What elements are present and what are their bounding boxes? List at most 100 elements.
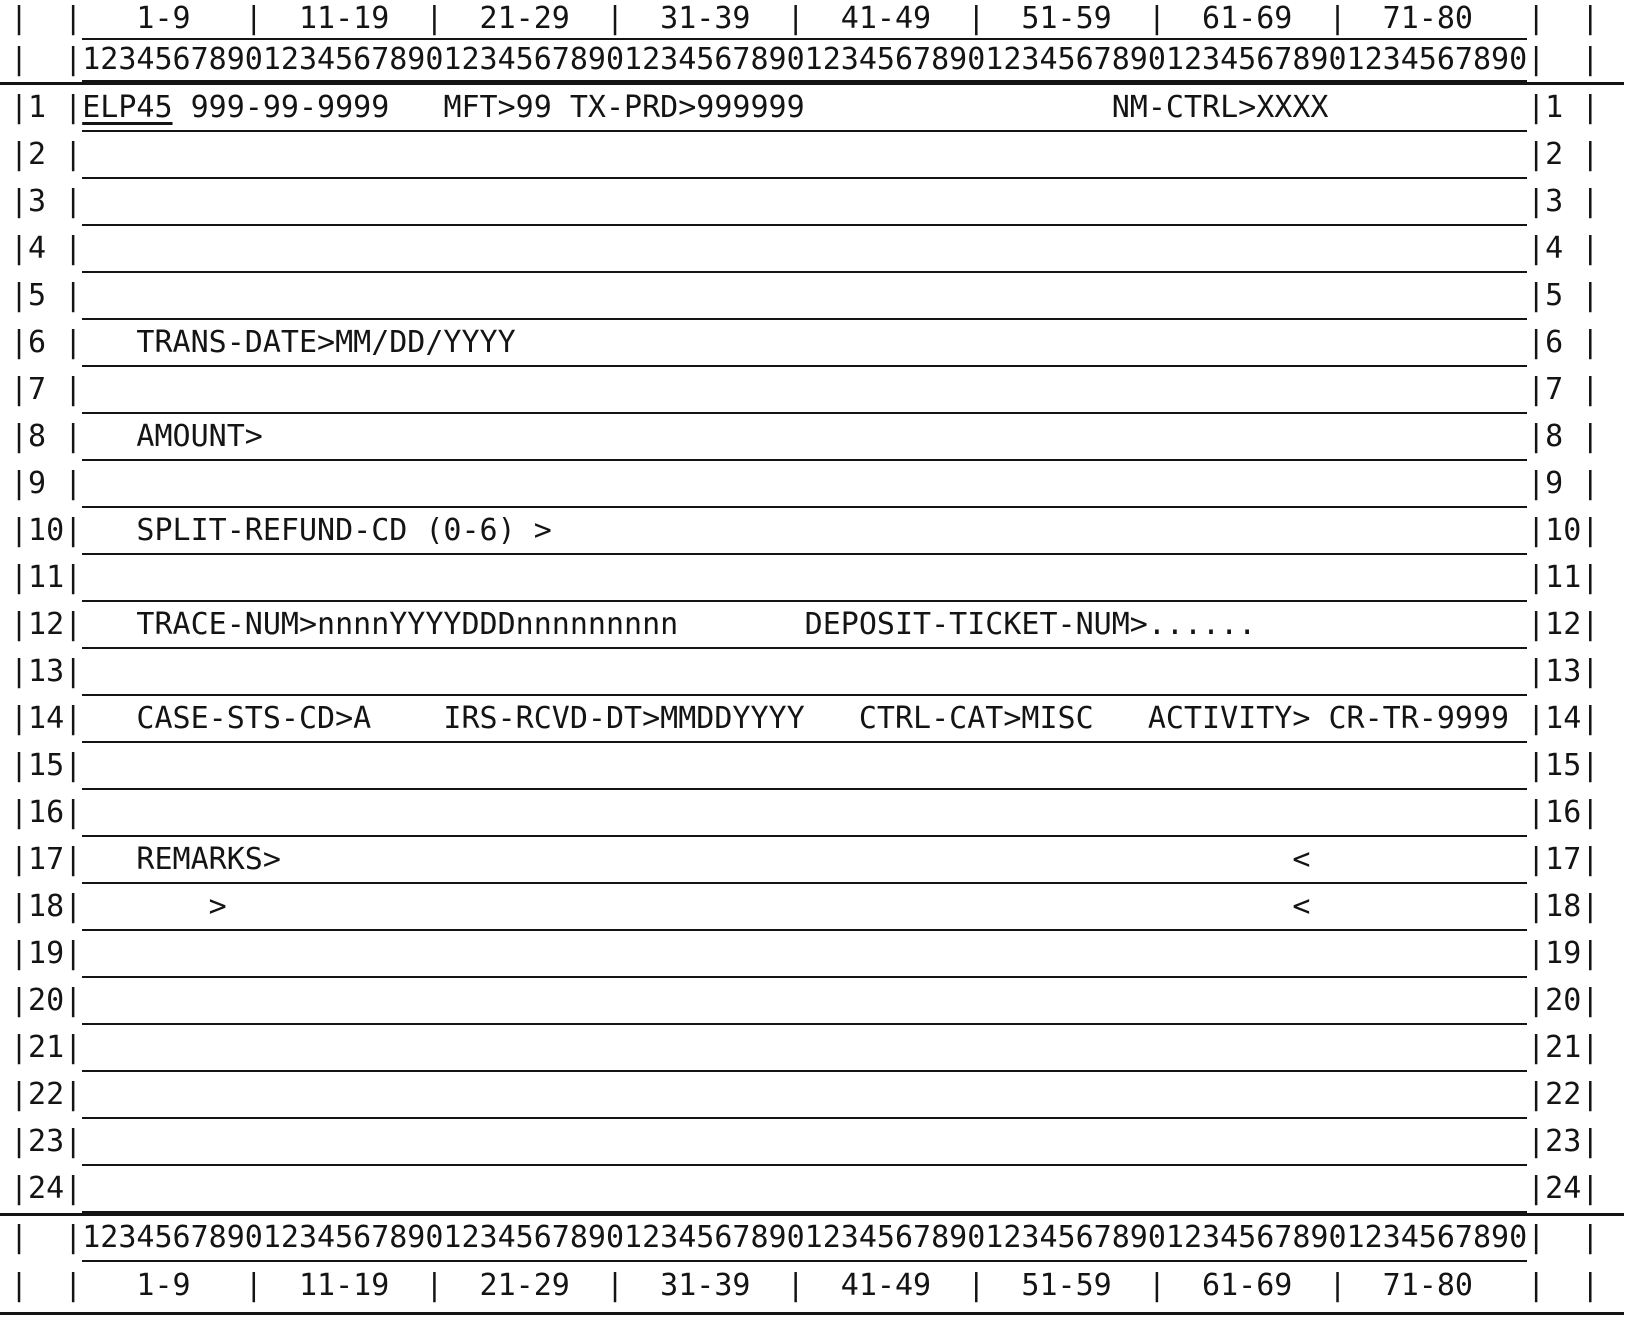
screen-row: | 11 | | 11 | (10, 555, 1634, 602)
right-outer-border-bar: | (1581, 325, 1600, 360)
row-content: TRACE-NUM>nnnnYYYYDDDnnnnnnnnn DEPOSIT-T… (82, 602, 1528, 649)
row-number-left: 6 (28, 325, 47, 360)
left-inner-border-bar: | (64, 419, 83, 454)
row-number-left: 24 (28, 1171, 65, 1206)
row-number-left: 12 (28, 607, 65, 642)
row-number-left: 14 (28, 701, 65, 736)
row-number-right: 17 (1545, 842, 1582, 877)
screen-row: | 14 | CASE-STS-CD>A IRS-RCVD-DT>MMDDYYYY … (10, 696, 1634, 743)
screen-row: | 16 | | 16 | (10, 790, 1634, 837)
row-number-right: 11 (1545, 560, 1582, 595)
right-outer-border-bar: | (1581, 795, 1600, 830)
left-inner-border-bar: | (64, 795, 83, 830)
column-ruler-top: | | 123456789012345678901234567890123456… (10, 40, 1634, 82)
separator-line-top (0, 82, 1624, 85)
right-inner-border-bar: | (1527, 1077, 1546, 1112)
right-outer-border-bar: | (1581, 513, 1600, 548)
row-number-left: 21 (28, 1030, 65, 1065)
left-inner-border-bar: | (64, 701, 83, 736)
right-outer-border-bar: | (1581, 983, 1600, 1018)
right-inner-border-bar: | (1527, 372, 1546, 407)
right-outer-border-bar: | (1581, 748, 1600, 783)
row-number-right: 15 (1545, 748, 1582, 783)
screen-row: | 20 | | 20 | (10, 978, 1634, 1025)
row-content: ELP45 999-99-9999 MFT>99 TX-PRD>999999 N… (82, 85, 1528, 132)
row-number-left: 4 (28, 231, 47, 266)
command-code: ELP45 (82, 90, 173, 125)
row-content: REMARKS> < (82, 837, 1528, 884)
row-number-left: 18 (28, 889, 65, 924)
right-outer-border-bar: | (1581, 1220, 1600, 1255)
left-inner-border-bar: | (64, 372, 83, 407)
row-number-right: 14 (1545, 701, 1582, 736)
left-outer-border-bar: | (10, 701, 29, 736)
right-outer-border-bar: | (1581, 419, 1600, 454)
left-outer-border-bar: | (10, 1030, 29, 1065)
screen-row: | 12 | TRACE-NUM>nnnnYYYYDDDnnnnnnnnn DEPO… (10, 602, 1634, 649)
right-outer-border-bar: | (1581, 466, 1600, 501)
screen-row: | 8 | AMOUNT> | 8 | (10, 414, 1634, 461)
right-outer-border-bar: | (1581, 1030, 1600, 1065)
right-inner-border-bar: | (1527, 231, 1546, 266)
row-content (82, 978, 1528, 1025)
left-outer-border-bar: | (10, 1077, 29, 1112)
row-content (82, 649, 1528, 696)
row-number-left: 2 (28, 137, 47, 172)
right-inner-border-bar: | (1527, 842, 1546, 877)
row-number-left: 16 (28, 795, 65, 830)
left-inner-border-bar: | (64, 1077, 83, 1112)
screen-row: | 3 | | 3 | (10, 179, 1634, 226)
row-number-right: 19 (1545, 936, 1582, 971)
left-inner-border-bar: | (64, 184, 83, 219)
row-number-left: 8 (28, 419, 47, 454)
left-inner-border-bar: | (64, 231, 83, 266)
left-outer-border-bar: | (10, 1268, 29, 1303)
right-outer-border-bar: | (1581, 231, 1600, 266)
right-inner-border-bar: | (1527, 1171, 1546, 1206)
screen-row: | 6 | TRANS-DATE>MM/DD/YYYY | 6 | (10, 320, 1634, 367)
row-content (82, 790, 1528, 837)
row-content (82, 743, 1528, 790)
left-inner-border-bar: | (64, 325, 83, 360)
row-number-left: 3 (28, 184, 47, 219)
row-number-right: 23 (1545, 1124, 1582, 1159)
row-number-right: 8 (1545, 419, 1564, 454)
row-content: > < (82, 884, 1528, 931)
right-outer-border-bar: | (1581, 842, 1600, 877)
row-number-left: 10 (28, 513, 65, 548)
left-inner-border-bar: | (64, 983, 83, 1018)
left-outer-border-bar: | (10, 748, 29, 783)
right-outer-border-bar: | (1581, 184, 1600, 219)
left-inner-border-bar: | (64, 513, 83, 548)
left-outer-border-bar: | (10, 513, 29, 548)
screen-row: | 21 | | 21 | (10, 1025, 1634, 1072)
row-number-left-blank (28, 40, 64, 82)
row-number-right: 5 (1545, 278, 1564, 313)
screen-row: | 7 | | 7 | (10, 367, 1634, 414)
left-outer-border-bar: | (10, 42, 29, 77)
right-inner-border-bar: | (1527, 607, 1546, 642)
row-number-right-blank (1545, 1262, 1581, 1312)
right-inner-border-bar: | (1527, 983, 1546, 1018)
row-number-right: 7 (1545, 372, 1564, 407)
right-outer-border-bar: | (1581, 42, 1600, 77)
row-content (82, 273, 1528, 320)
right-outer-border-bar: | (1581, 1268, 1600, 1303)
screen-row: | 18 | > < | 18 | (10, 884, 1634, 931)
screen-row: | 17 | REMARKS> < | 17 | (10, 837, 1634, 884)
row-number-left: 9 (28, 466, 47, 501)
row-number-right: 4 (1545, 231, 1564, 266)
right-inner-border-bar: | (1527, 90, 1546, 125)
row-number-left-blank (28, 1262, 64, 1312)
screen-row: | 15 | | 15 | (10, 743, 1634, 790)
right-outer-border-bar: | (1581, 372, 1600, 407)
row-number-right-blank (1545, 1216, 1581, 1262)
row-number-left-blank (28, 0, 64, 40)
row-number-right: 3 (1545, 184, 1564, 219)
right-outer-border-bar: | (1581, 90, 1600, 125)
row-number-right-blank (1545, 40, 1581, 82)
left-inner-border-bar: | (64, 1268, 83, 1303)
screen-row: | 13 | | 13 | (10, 649, 1634, 696)
right-inner-border-bar: | (1527, 137, 1546, 172)
left-outer-border-bar: | (10, 1171, 29, 1206)
